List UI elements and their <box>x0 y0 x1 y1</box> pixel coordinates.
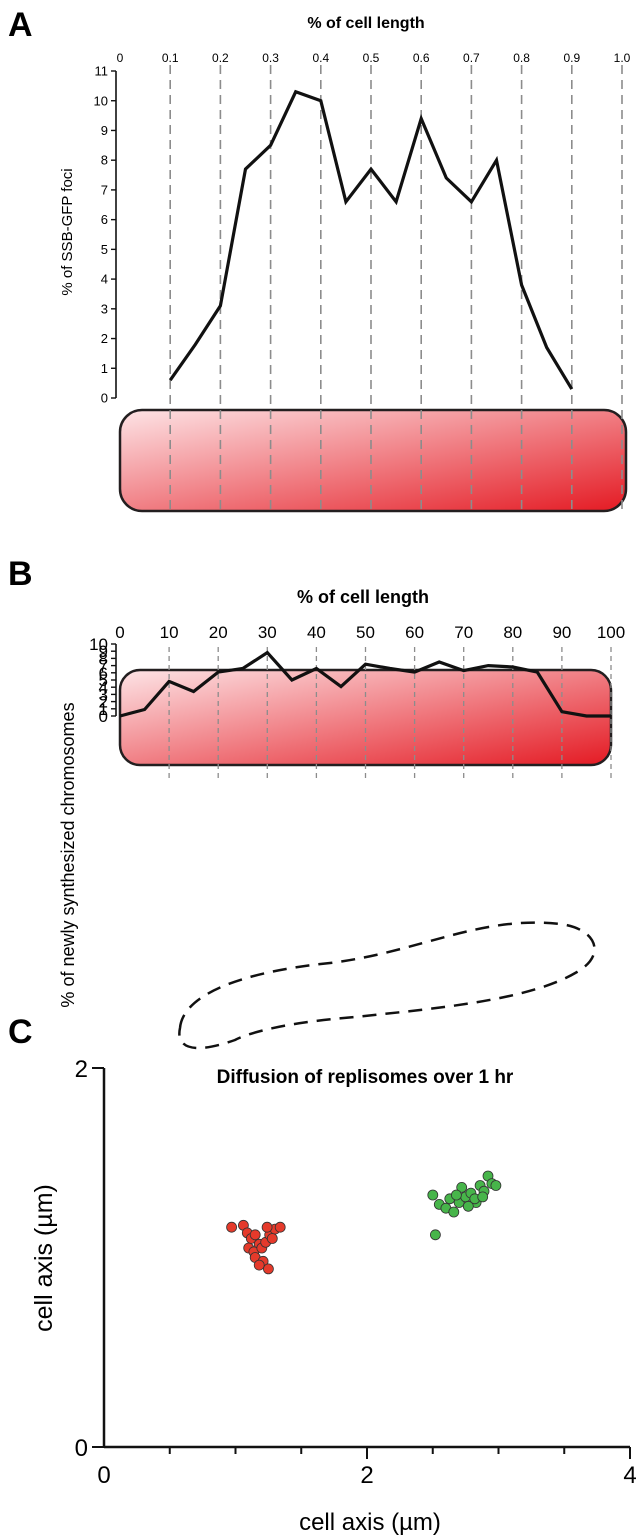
y-tick-label: 8 <box>99 649 108 668</box>
x-tick-label: 100 <box>597 623 625 642</box>
x-tick-label: 10 <box>160 623 179 642</box>
data-line <box>168 89 574 390</box>
panel-c-cell-outline <box>178 921 596 1050</box>
x-tick-label: 4 <box>623 1462 636 1489</box>
y-tick-label: 6 <box>101 212 108 227</box>
red-point <box>262 1263 274 1275</box>
y-tick-label: 2 <box>101 331 108 346</box>
x-tick-label: 0.2 <box>212 51 229 65</box>
y-tick-label: 6 <box>99 664 108 683</box>
y-tick-label: 9 <box>101 123 108 138</box>
panel-b-series-line <box>119 650 611 718</box>
y-tick-label: 0 <box>99 707 108 726</box>
panel-b-y-axis-label: % of newly synthesized chromosomes <box>58 702 78 1007</box>
green-point <box>462 1200 474 1212</box>
x-tick-label: 0 <box>97 1462 110 1489</box>
x-tick-label: 50 <box>356 623 375 642</box>
red-point <box>249 1229 261 1241</box>
x-tick-label: 60 <box>405 623 424 642</box>
green-point <box>429 1229 441 1241</box>
x-tick-label: 20 <box>209 623 228 642</box>
panel-b-gridlines <box>168 647 612 780</box>
panel-c-x-axis-label: cell axis (µm) <box>299 1509 441 1536</box>
panel-a-y-axis-label: % of SSB-GFP foci <box>59 168 76 295</box>
x-tick-label: 0.9 <box>563 51 580 65</box>
y-tick-label: 1 <box>101 361 108 376</box>
panel-c-axes: 0 2 4 0 2 <box>75 1056 636 1489</box>
y-tick-label: 2 <box>75 1056 88 1083</box>
x-tick-label: 1.0 <box>614 51 631 65</box>
x-tick-label: 30 <box>258 623 277 642</box>
x-tick-label: 70 <box>454 623 473 642</box>
x-tick-label: 0.5 <box>363 51 380 65</box>
x-tick-label: 0 <box>115 623 124 642</box>
red-point <box>226 1221 238 1233</box>
x-tick-label: 0.7 <box>463 51 480 65</box>
red-point <box>266 1233 278 1244</box>
x-tick-label: 0.4 <box>312 51 329 65</box>
y-tick-label: 0 <box>75 1435 88 1462</box>
x-tick-label: 0.6 <box>413 51 430 65</box>
y-tick-label: 5 <box>101 242 108 257</box>
green-point <box>448 1206 460 1218</box>
x-tick-label: 90 <box>552 623 571 642</box>
panel-a-cell-shape <box>118 408 628 513</box>
y-tick-label: 1 <box>99 700 108 719</box>
green-point <box>427 1189 439 1201</box>
data-line <box>119 650 611 718</box>
y-tick-label: 0 <box>101 391 108 406</box>
y-tick-label: 2 <box>99 693 108 712</box>
y-tick-label: 10 <box>89 635 108 654</box>
panel-a-x-tick-labels: 0 0.1 0.2 0.3 0.4 0.5 0.6 0.7 0.8 0.9 1.0 <box>117 51 631 65</box>
panel-c-points <box>226 1170 502 1275</box>
y-tick-label: 4 <box>101 272 108 287</box>
panel-b-title: % of cell length <box>297 587 429 607</box>
x-tick-label: 0.8 <box>513 51 530 65</box>
red-point <box>261 1221 273 1233</box>
x-tick-label: 2 <box>360 1462 373 1489</box>
x-tick-label: 0.3 <box>262 51 279 65</box>
x-tick-label: 0.1 <box>162 51 179 65</box>
panel-letter-c: C <box>8 1013 33 1051</box>
y-tick-label: 7 <box>99 657 108 676</box>
y-tick-label: 3 <box>99 685 108 704</box>
panel-letter-a: A <box>8 6 33 44</box>
y-tick-label: 3 <box>101 301 108 316</box>
panel-c-y-axis-label: cell axis (µm) <box>30 1184 58 1332</box>
y-tick-label: 7 <box>101 182 108 197</box>
y-tick-label: 4 <box>99 678 108 697</box>
panel-a: A % of cell length 0 0.1 0.2 0.3 0.4 0.5 0.6 0.… <box>8 6 631 513</box>
panel-b-x-tick-labels: 0 10 20 30 40 50 60 70 80 90 100 <box>115 623 625 642</box>
panel-c-title: Diffusion of replisomes over 1 hr <box>217 1067 514 1088</box>
red-point <box>253 1259 265 1271</box>
y-tick-label: 5 <box>99 671 108 690</box>
green-point <box>490 1180 502 1191</box>
panel-letter-b: B <box>8 555 33 593</box>
x-tick-label: 40 <box>307 623 326 642</box>
red-point <box>274 1221 286 1233</box>
green-point <box>450 1189 462 1201</box>
y-tick-label: 11 <box>95 64 109 79</box>
panel-c: C Diffusion of replisomes over 1 hr 0 2 40… <box>8 921 636 1536</box>
y-tick-label: 8 <box>101 153 108 168</box>
x-tick-label: 80 <box>503 623 522 642</box>
panel-b: B % of cell length 0 10 20 30 40 50 60 70 80 90 10… <box>8 555 625 1008</box>
y-tick-label: 9 <box>99 642 108 661</box>
green-point <box>456 1182 468 1193</box>
x-tick-label: 0 <box>117 51 124 65</box>
green-point <box>477 1191 489 1203</box>
panel-a-series-line <box>168 89 574 390</box>
panel-a-title: % of cell length <box>307 15 424 32</box>
panel-a-y-axis: 0 1 2 3 4 5 6 7 8 9 10 11 <box>94 64 117 406</box>
y-tick-label: 10 <box>94 93 108 108</box>
